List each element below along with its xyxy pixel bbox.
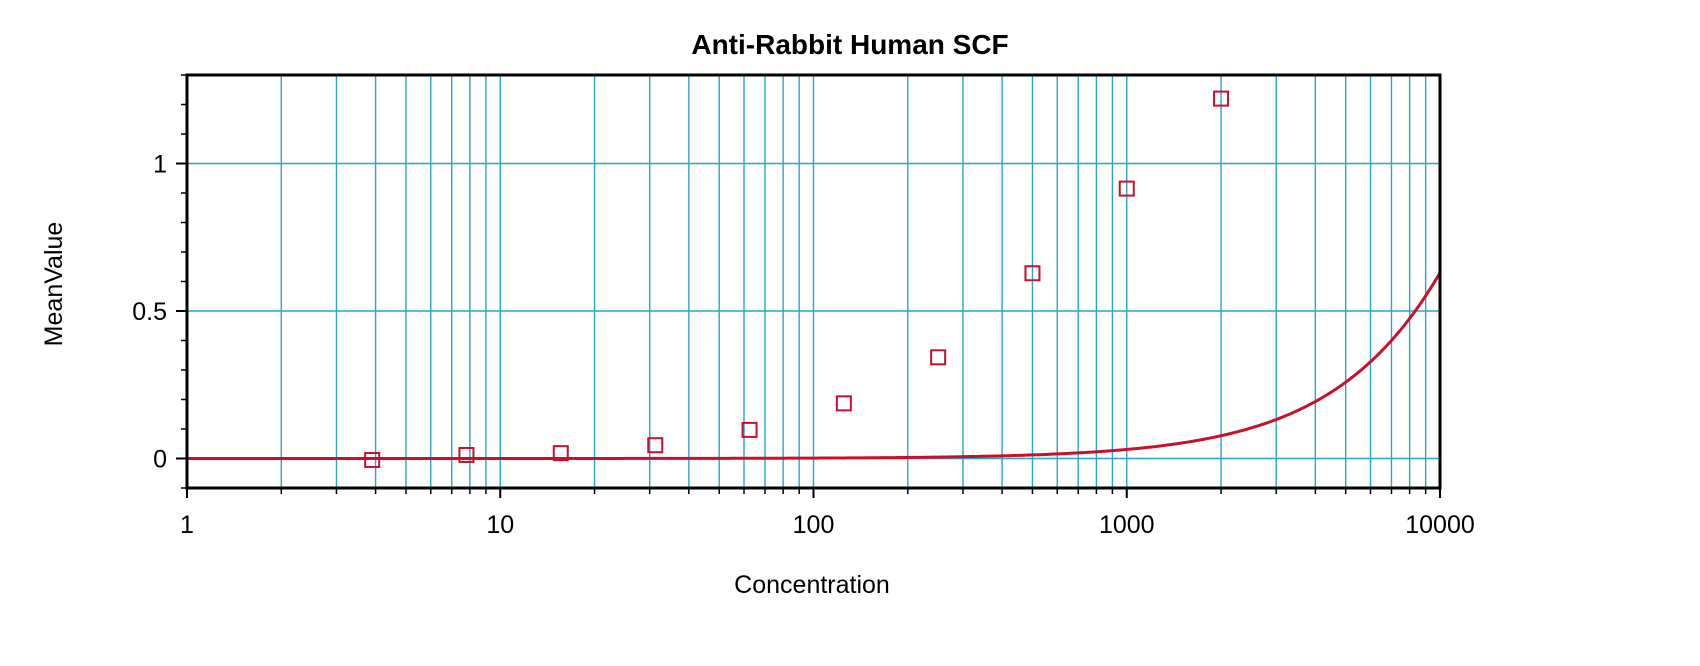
data-point	[741, 421, 758, 438]
data-point	[1024, 265, 1041, 282]
x-axis-label: Concentration	[734, 571, 890, 599]
fit-curve	[187, 271, 1440, 460]
fit-curve-group	[187, 271, 1440, 460]
data-point	[552, 445, 569, 462]
x-tick-label: 100	[793, 511, 835, 539]
data-point	[930, 349, 947, 366]
x-axis: 1 10 100 1000 10000	[180, 488, 1475, 539]
data-point	[458, 446, 475, 463]
y-tick-label: 0	[153, 446, 167, 474]
x-tick-label: 10	[486, 511, 514, 539]
x-tick-label: 10000	[1405, 511, 1475, 539]
y-axis-label: MeanValue	[40, 222, 68, 347]
data-point	[835, 395, 852, 412]
y-tick-label: 1	[153, 151, 167, 179]
y-axis: 00.51	[132, 74, 187, 489]
data-point	[647, 437, 664, 454]
data-point	[1118, 180, 1135, 197]
data-point	[364, 451, 381, 468]
data-points	[364, 90, 1230, 468]
x-tick-label: 1	[180, 511, 194, 539]
chart-title: Anti-Rabbit Human SCF	[691, 29, 1008, 60]
data-point	[1213, 90, 1230, 107]
y-tick-label: 0.5	[132, 298, 167, 326]
grid	[187, 75, 1440, 488]
x-tick-label: 1000	[1099, 511, 1155, 539]
